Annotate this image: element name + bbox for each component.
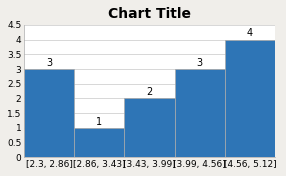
Text: 1: 1 [96,117,102,127]
Text: 2: 2 [146,87,153,97]
Bar [24,69,74,157]
Bar [124,98,174,157]
Text: 4: 4 [247,28,253,38]
Bar [225,40,275,157]
Bar [74,128,124,157]
Text: 3: 3 [196,58,203,68]
Title: Chart Title: Chart Title [108,7,191,21]
Bar [174,69,225,157]
Text: 3: 3 [46,58,52,68]
